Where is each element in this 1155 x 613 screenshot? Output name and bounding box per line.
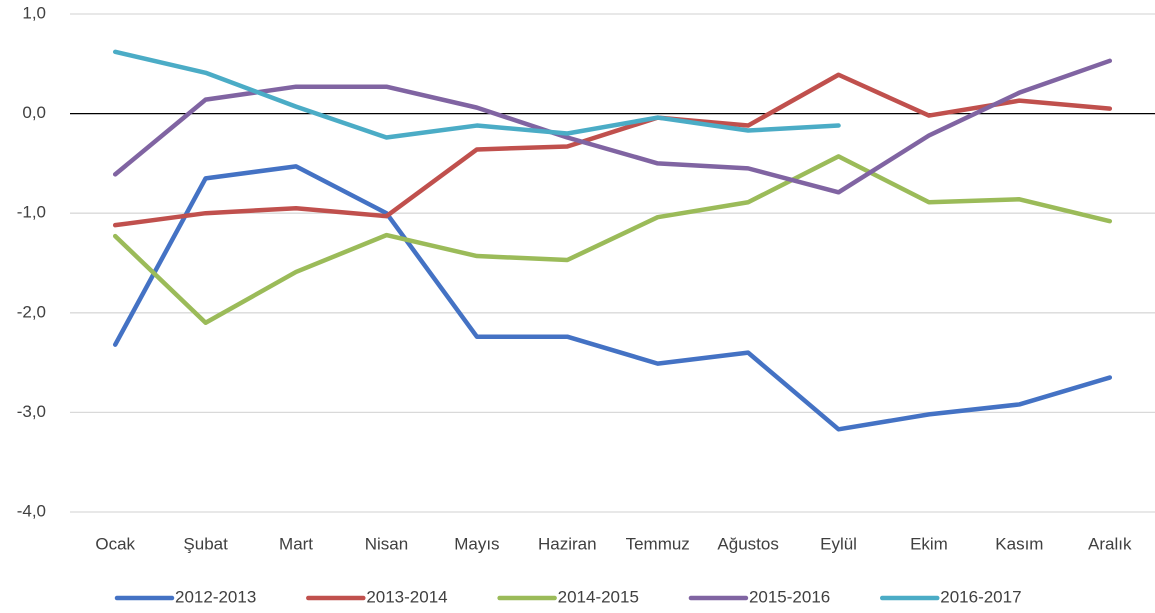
legend-label: 2015-2016: [749, 587, 830, 606]
x-tick-label: Ağustos: [717, 534, 778, 553]
legend-label: 2014-2015: [558, 587, 639, 606]
y-tick-label: -2,0: [17, 302, 46, 321]
y-tick-label: -1,0: [17, 203, 46, 222]
x-tick-label: Temmuz: [626, 534, 690, 553]
legend-label: 2013-2014: [366, 587, 447, 606]
series-line: [112, 72, 1113, 228]
y-tick-label: -4,0: [17, 501, 46, 520]
series-line: [112, 49, 841, 140]
y-tick-label: -3,0: [17, 402, 46, 421]
legend-label: 2012-2013: [175, 587, 256, 606]
x-tick-label: Aralık: [1088, 534, 1132, 553]
x-tick-label: Nisan: [365, 534, 408, 553]
y-tick-label: 0,0: [22, 103, 46, 122]
x-tick-label: Mart: [279, 534, 313, 553]
series-line: [112, 58, 1113, 195]
x-tick-label: Ocak: [95, 534, 135, 553]
x-tick-label: Ekim: [910, 534, 948, 553]
x-tick-label: Mayıs: [454, 534, 499, 553]
y-tick-label: 1,0: [22, 3, 46, 22]
x-tick-label: Haziran: [538, 534, 597, 553]
x-tick-label: Eylül: [820, 534, 857, 553]
series-line: [112, 164, 1113, 432]
x-tick-label: Kasım: [995, 534, 1043, 553]
series-line: [112, 154, 1113, 326]
x-tick-label: Şubat: [183, 534, 228, 553]
legend-label: 2016-2017: [940, 587, 1021, 606]
